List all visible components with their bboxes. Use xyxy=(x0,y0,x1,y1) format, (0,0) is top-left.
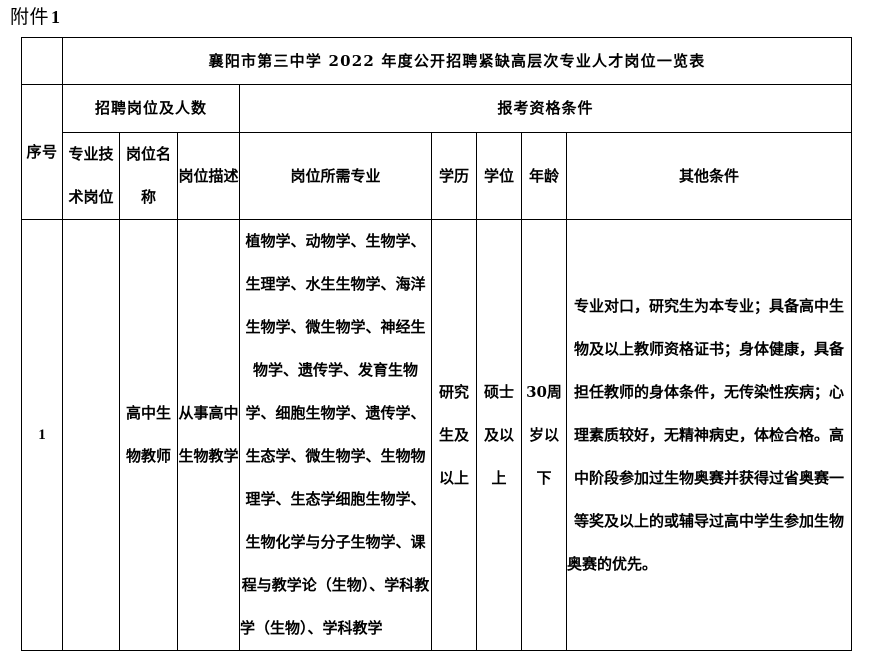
job-listing-table-wrapper: 襄阳市第三中学 2022 年度公开招聘紧缺高层次专业人才岗位一览表 序号 招聘岗… xyxy=(21,37,853,651)
column-header-education: 学历 xyxy=(431,132,477,220)
attachment-label-text: 附件 xyxy=(10,6,50,28)
table-group-header-row: 序号 招聘岗位及人数 报考资格条件 xyxy=(21,84,853,220)
column-header-degree: 学位 xyxy=(476,132,522,220)
page-title: 襄阳市第三中学 2022 年度公开招聘紧缺高层次专业人才岗位一览表 xyxy=(61,37,853,85)
cell-position-name: 高中生物教师 xyxy=(119,219,178,651)
column-header-other-conditions: 其他条件 xyxy=(565,132,853,220)
other-conditions-text: 专业对口，研究生为本专业；具备高中生物及以上教师资格证书；身体健康，具备担任教师… xyxy=(567,296,845,573)
cell-required-majors: 植物学、动物学、生物学、生理学、水生生物学、海洋生物学、微生物学、神经生物学、遗… xyxy=(239,219,432,651)
cell-other-conditions: 专业对口，研究生为本专业；具备高中生物及以上教师资格证书；身体健康，具备担任教师… xyxy=(565,219,853,651)
job-listing-table: 襄阳市第三中学 2022 年度公开招聘紧缺高层次专业人才岗位一览表 序号 招聘岗… xyxy=(21,37,853,651)
attachment-label: 附件 1 xyxy=(10,4,61,30)
attachment-number: 1 xyxy=(51,7,61,27)
column-header-sequence: 序号 xyxy=(21,84,63,220)
column-header-age: 年龄 xyxy=(521,132,567,220)
cell-position-description: 从事高中生物教学 xyxy=(177,219,240,651)
required-majors-text: 植物学、动物学、生物学、生理学、水生生物学、海洋生物学、微生物学、神经生物学、遗… xyxy=(240,232,430,637)
cell-age: 30周岁以下 xyxy=(521,219,567,651)
cell-sequence: 1 xyxy=(21,219,63,651)
cell-degree: 硕士及以上 xyxy=(476,219,522,651)
column-header-qualification-conditions: 报考资格条件 xyxy=(238,84,853,133)
title-row-gutter xyxy=(21,37,63,85)
column-header-position-description: 岗位描述 xyxy=(177,132,240,220)
document-page: 附件 1 襄阳市第三中学 2022 年度公开招聘紧缺高层次专业人才岗位一览表 xyxy=(10,4,853,651)
table-title-row: 襄阳市第三中学 2022 年度公开招聘紧缺高层次专业人才岗位一览表 xyxy=(21,37,853,85)
column-header-required-majors: 岗位所需专业 xyxy=(239,132,432,220)
column-header-position-name: 岗位名称 xyxy=(119,132,178,220)
cell-technical-position xyxy=(62,219,120,651)
table-row: 1 高中生物教师 从事高中生物教学 植物学、动物学、生物学、生理学、水生生物学、… xyxy=(21,219,853,651)
column-header-technical-position: 专业技术岗位 xyxy=(62,132,120,220)
cell-education: 研究生及以上 xyxy=(431,219,477,651)
column-header-position-and-count: 招聘岗位及人数 xyxy=(62,84,240,133)
table-sub-header-row: 专业技术岗位 岗位名称 岗位描述 岗位所需专业 学历 学位 年龄 其他条件 xyxy=(22,132,853,220)
